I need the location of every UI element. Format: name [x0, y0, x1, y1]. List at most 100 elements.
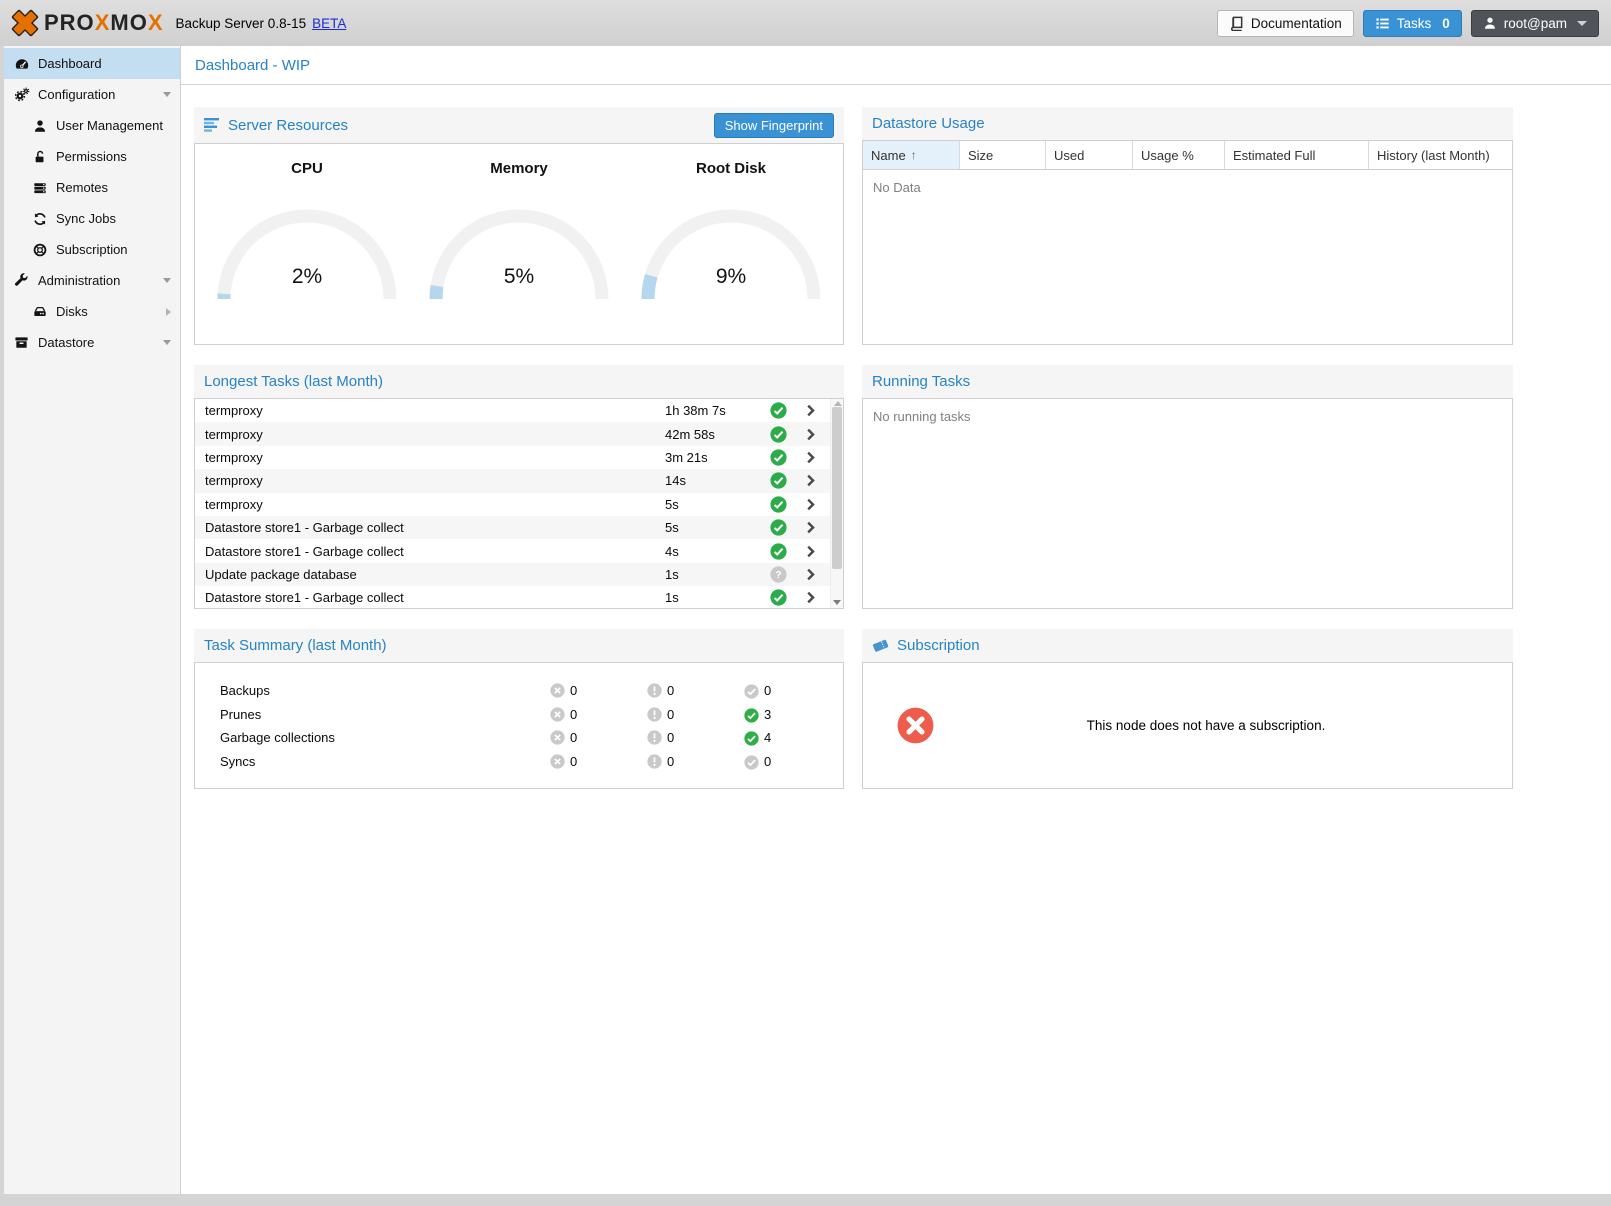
show-fingerprint-button[interactable]: Show Fingerprint [713, 112, 834, 138]
subscription-header: Subscription [862, 629, 1513, 662]
gauge-label: Root Disk [695, 160, 766, 177]
panel-title: Longest Tasks (last Month) [204, 373, 383, 390]
task-name: Update package database [205, 566, 357, 582]
no-running-tasks-text: No running tasks [873, 409, 971, 424]
sidebar-item-datastore[interactable]: Datastore [4, 327, 180, 358]
panel-title: Datastore Usage [872, 115, 985, 132]
sidebar-item-label: Dashboard [38, 56, 102, 71]
datastore-grid-header: Name ↑ Size Used Usage % Estimated Full … [863, 141, 1512, 170]
beta-link[interactable]: BETA [312, 15, 347, 31]
scrollbar[interactable] [830, 399, 843, 608]
expand-down-icon[interactable] [163, 92, 171, 97]
no-subscription-icon [897, 707, 934, 744]
user-icon [31, 119, 48, 133]
expand-right-icon[interactable] [166, 307, 171, 316]
task-duration: 4s [665, 543, 679, 559]
column-header-usage-pct[interactable]: Usage % [1133, 141, 1225, 169]
expand-down-icon[interactable] [163, 278, 171, 283]
gauge-label: CPU [291, 160, 323, 177]
sidebar-item-subscription[interactable]: Subscription [4, 234, 180, 265]
longest-tasks-list: termproxy 1h 38m 7s termproxy 42m 58s termpr… [195, 399, 830, 608]
task-row[interactable]: termproxy 1h 38m 7s [195, 399, 830, 422]
status-ok-icon [770, 589, 803, 606]
datastore-usage-header: Datastore Usage [862, 107, 1513, 140]
scroll-up-icon[interactable] [834, 401, 842, 406]
resource-bars-icon [204, 118, 219, 132]
summary-label: Garbage collections [220, 730, 335, 746]
task-row[interactable]: Datastore store1 - Garbage collect 4s [195, 539, 830, 562]
chevron-right-icon[interactable] [803, 403, 830, 418]
task-name: Datastore store1 - Garbage collect [205, 590, 404, 606]
warning-count-icon [647, 754, 662, 769]
chevron-right-icon[interactable] [803, 520, 830, 535]
sidebar-item-label: Disks [56, 304, 88, 319]
svg-text:?: ? [775, 570, 781, 581]
sidebar-item-user-management[interactable]: User Management [4, 110, 180, 141]
cpu-gauge: CPU 2% [207, 160, 407, 306]
column-header-estimated-full[interactable]: Estimated Full [1225, 141, 1369, 169]
life-ring-icon [31, 243, 48, 257]
status-ok-icon [770, 449, 803, 466]
error-count: 0 [570, 706, 578, 722]
column-header-size[interactable]: Size [960, 141, 1046, 169]
warning-count-icon [647, 683, 662, 698]
server-resources-header: Server Resources Show Fingerprint [194, 107, 844, 143]
tachometer-icon [13, 56, 30, 72]
user-label: root@pam [1503, 15, 1567, 31]
expand-down-icon[interactable] [163, 340, 171, 345]
scroll-down-icon[interactable] [833, 600, 841, 605]
task-summary-header: Task Summary (last Month) [194, 629, 844, 662]
task-row[interactable]: termproxy 5s [195, 493, 830, 516]
chevron-right-icon[interactable] [803, 567, 830, 582]
panel-title: Task Summary (last Month) [204, 637, 387, 654]
sidebar-item-label: Datastore [38, 335, 95, 350]
warning-count: 0 [667, 730, 675, 746]
task-row[interactable]: termproxy 3m 21s [195, 446, 830, 469]
summary-row: Prunes 0 0 3 [220, 703, 843, 727]
ticket-icon [872, 639, 889, 652]
gauge-value: 5% [503, 265, 535, 288]
sidebar-item-dashboard[interactable]: Dashboard [4, 48, 180, 79]
status-ok-icon [770, 472, 803, 489]
caret-down-icon [1577, 20, 1587, 26]
task-row[interactable]: Update package database 1s? [195, 562, 830, 587]
chevron-right-icon[interactable] [803, 473, 830, 488]
task-row[interactable]: Datastore store1 - Garbage collect 1s [195, 586, 830, 608]
gauge-value: 9% [715, 265, 747, 288]
gears-icon [13, 87, 30, 103]
root-disk-gauge: Root Disk 9% [631, 160, 831, 306]
running-tasks-panel: Running Tasks No running tasks [862, 365, 1513, 609]
warning-count-icon [647, 730, 662, 745]
chevron-right-icon[interactable] [803, 450, 830, 465]
memory-gauge: Memory 5% [419, 160, 619, 306]
chevron-right-icon[interactable] [803, 590, 830, 605]
sidebar-item-disks[interactable]: Disks [4, 296, 180, 327]
sidebar-item-permissions[interactable]: Permissions [4, 141, 180, 172]
gauge-value: 2% [291, 265, 323, 288]
task-row[interactable]: Datastore store1 - Garbage collect 5s [195, 515, 830, 540]
task-duration: 5s [665, 496, 679, 512]
chevron-right-icon[interactable] [803, 427, 830, 442]
ok-count: 0 [764, 683, 772, 699]
sidebar-item-administration[interactable]: Administration [4, 265, 180, 296]
documentation-button[interactable]: Documentation [1216, 9, 1354, 37]
column-header-name[interactable]: Name ↑ [863, 141, 960, 169]
task-row[interactable]: termproxy 14s [195, 469, 830, 493]
sidebar-item-configuration[interactable]: Configuration [4, 79, 180, 110]
chevron-right-icon[interactable] [803, 497, 830, 512]
sidebar-item-sync-jobs[interactable]: Sync Jobs [4, 203, 180, 234]
sidebar-item-label: User Management [56, 118, 163, 133]
user-menu-button[interactable]: root@pam [1470, 9, 1599, 37]
status-ok-icon [770, 402, 803, 419]
task-duration: 42m 58s [665, 426, 715, 442]
column-header-used[interactable]: Used [1046, 141, 1133, 169]
column-header-history[interactable]: History (last Month) [1377, 147, 1490, 163]
task-row[interactable]: termproxy 42m 58s [195, 422, 830, 446]
summary-label: Syncs [220, 753, 256, 769]
ok-count: 4 [764, 730, 772, 746]
scrollbar-thumb[interactable] [832, 401, 842, 569]
sidebar-item-remotes[interactable]: Remotes [4, 172, 180, 203]
tasks-button[interactable]: Tasks 0 [1362, 9, 1462, 37]
chevron-right-icon[interactable] [803, 544, 830, 559]
status-ok-icon [770, 542, 803, 560]
